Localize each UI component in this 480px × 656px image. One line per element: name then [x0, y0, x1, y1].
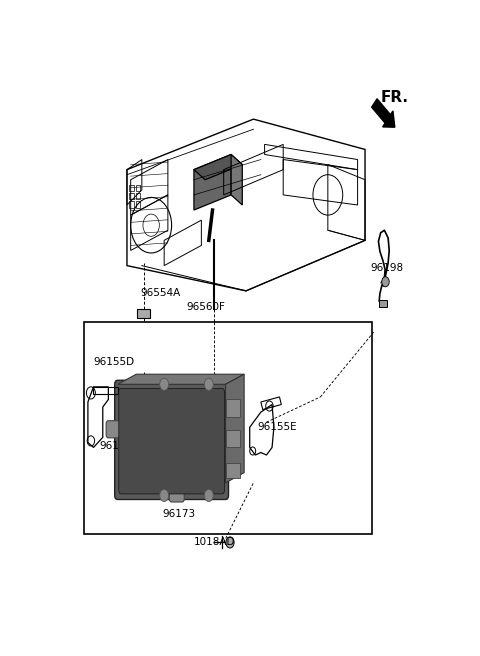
- FancyArrow shape: [372, 99, 395, 127]
- Polygon shape: [118, 374, 244, 384]
- FancyBboxPatch shape: [119, 388, 225, 494]
- Text: 96554A: 96554A: [140, 289, 180, 298]
- Text: 96560F: 96560F: [186, 302, 225, 312]
- Text: 96173: 96173: [162, 509, 196, 519]
- Bar: [135, 201, 140, 207]
- FancyBboxPatch shape: [226, 400, 240, 417]
- Bar: [135, 194, 140, 199]
- Circle shape: [160, 489, 168, 501]
- FancyBboxPatch shape: [115, 380, 228, 499]
- Polygon shape: [194, 155, 242, 180]
- FancyBboxPatch shape: [226, 462, 240, 478]
- Circle shape: [226, 537, 234, 548]
- Bar: [137, 308, 150, 318]
- FancyBboxPatch shape: [106, 420, 121, 438]
- FancyBboxPatch shape: [379, 300, 387, 307]
- Text: 96198: 96198: [370, 263, 403, 273]
- Text: 96155E: 96155E: [257, 422, 297, 432]
- Polygon shape: [194, 155, 231, 210]
- Circle shape: [204, 379, 213, 390]
- Bar: [135, 185, 140, 192]
- Circle shape: [204, 489, 213, 501]
- Text: 96155D: 96155D: [94, 357, 134, 367]
- FancyBboxPatch shape: [169, 485, 184, 502]
- Text: 96173: 96173: [99, 441, 132, 451]
- FancyBboxPatch shape: [226, 430, 240, 447]
- Text: 1018AD: 1018AD: [194, 537, 235, 547]
- Bar: [84, 322, 372, 535]
- Circle shape: [382, 277, 389, 287]
- Bar: [129, 194, 133, 199]
- Bar: [129, 185, 133, 192]
- Circle shape: [160, 379, 168, 390]
- Bar: [129, 201, 133, 207]
- Polygon shape: [231, 155, 242, 205]
- Polygon shape: [226, 374, 244, 483]
- Text: FR.: FR.: [381, 90, 409, 105]
